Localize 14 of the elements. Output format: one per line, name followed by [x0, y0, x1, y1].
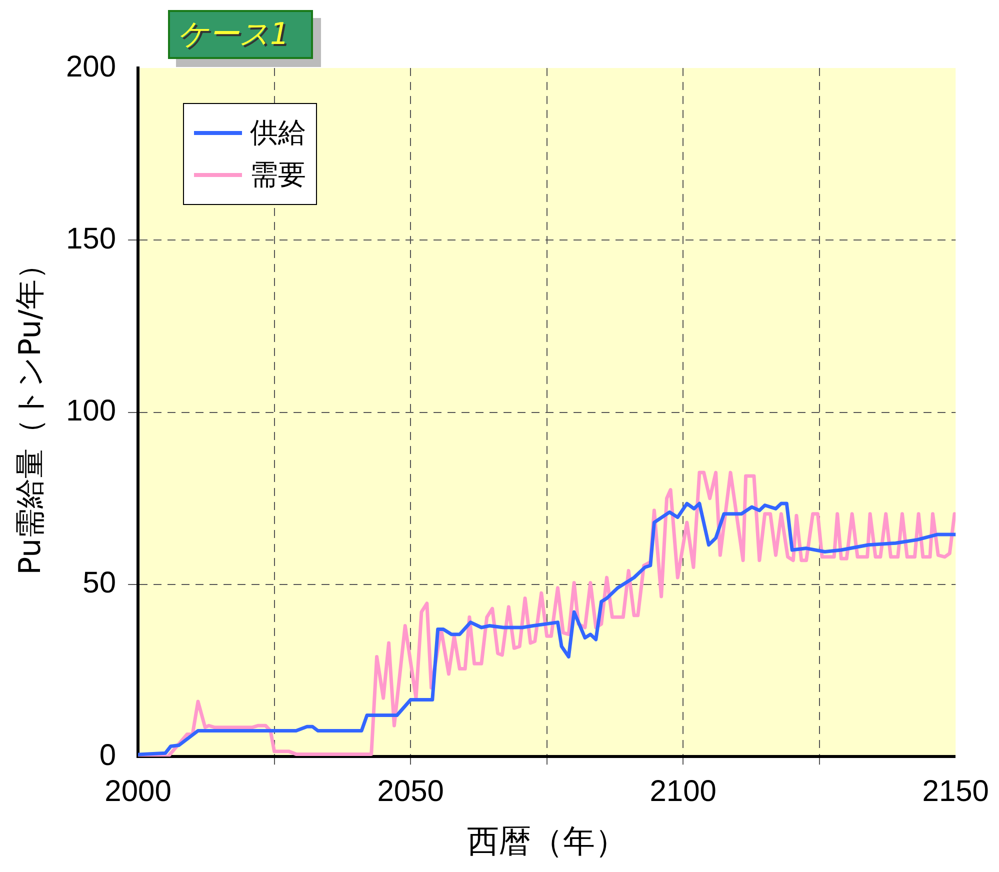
y-tick-label: 200 [66, 50, 116, 84]
legend-label: 需要 [249, 157, 306, 193]
x-tick-label: 2000 [104, 774, 172, 808]
y-tick-label: 150 [66, 222, 116, 256]
x-tick-label: 2150 [922, 774, 990, 808]
chart-title: ケース1 [168, 10, 314, 59]
legend-label: 供給 [249, 115, 306, 151]
y-axis-title: Pu需給量（トンPu/年） [12, 250, 48, 575]
y-tick-label: 50 [82, 566, 116, 600]
x-tick-label: 2100 [650, 774, 716, 808]
x-axis-title: 西暦（年） [466, 822, 627, 860]
x-tick-label: 2050 [377, 774, 444, 808]
y-tick-label: 100 [66, 394, 116, 428]
y-tick-label: 0 [99, 738, 116, 772]
